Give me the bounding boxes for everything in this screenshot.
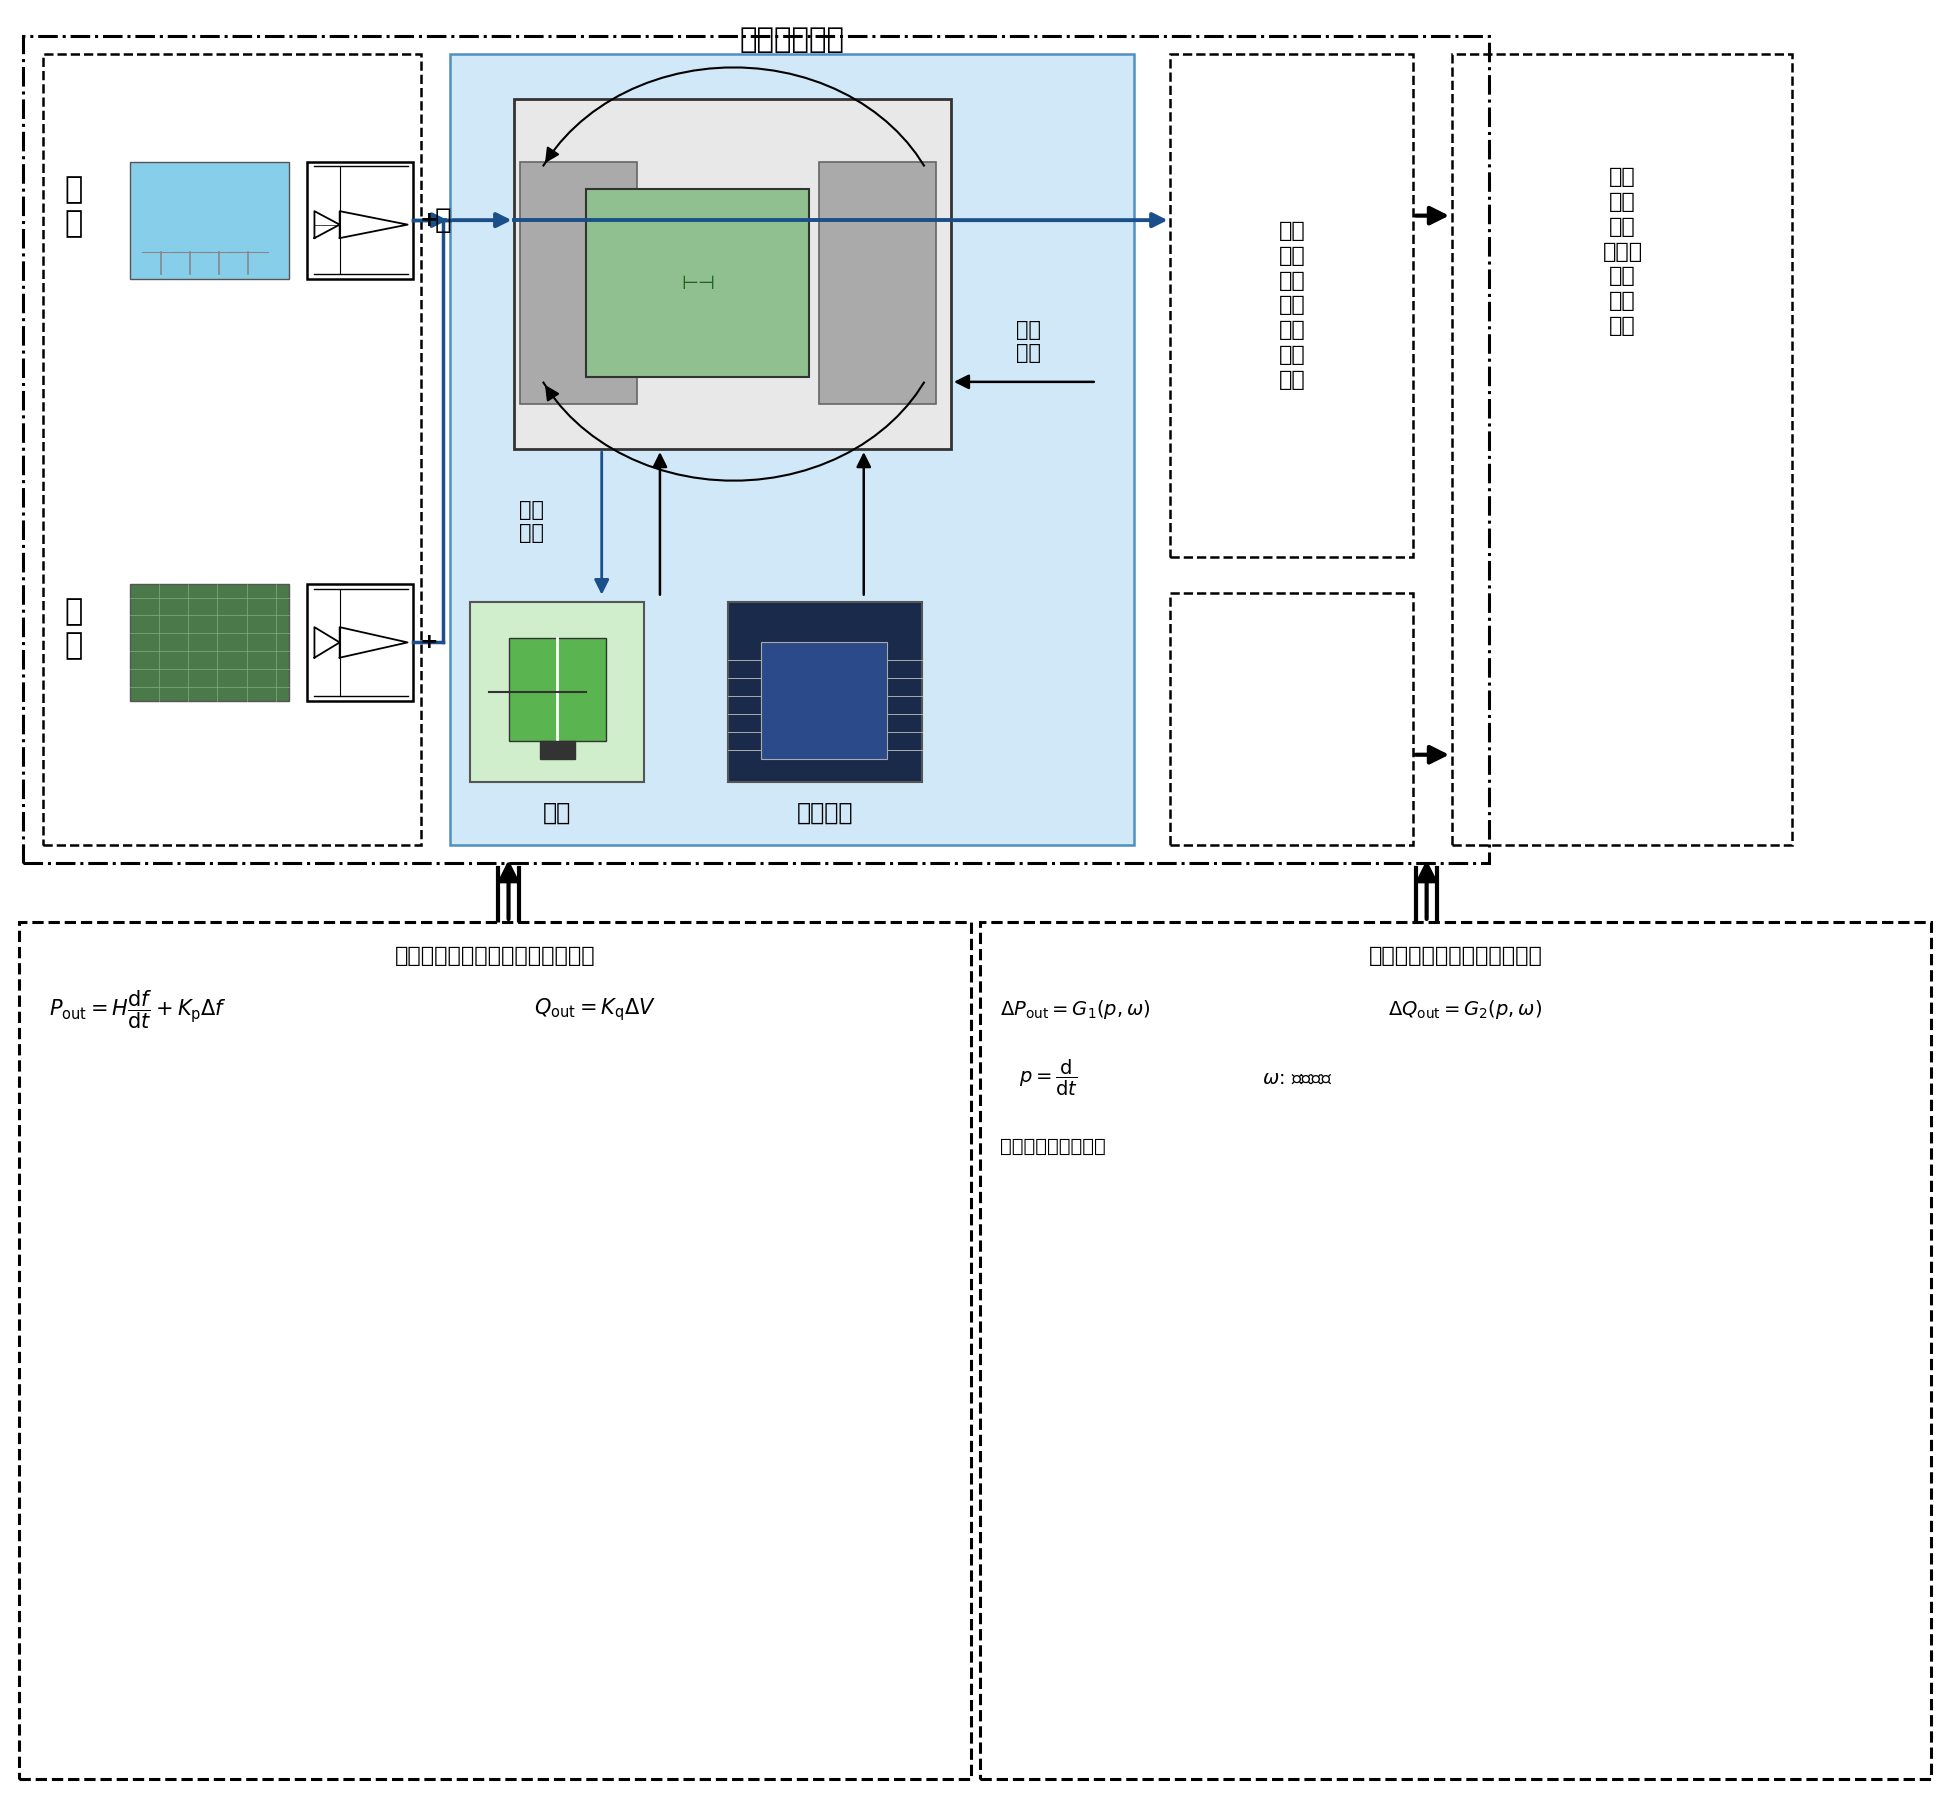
- Text: 电力
电子
装置
输出
动态
灵活
调节: 电力 电子 装置 输出 动态 灵活 调节: [1279, 221, 1306, 390]
- Text: 风
机: 风 机: [64, 176, 83, 237]
- Text: 控制算法: 控制算法: [796, 801, 854, 825]
- Text: 光
伏: 光 伏: [64, 598, 83, 659]
- Bar: [728, 602, 922, 782]
- Text: $f_{\mathrm{nadir}}$: $f_{\mathrm{nadir}}$: [493, 1427, 530, 1448]
- Bar: [130, 162, 289, 279]
- Text: 电网
信息: 电网 信息: [1017, 320, 1040, 363]
- Text: 储能: 储能: [543, 801, 571, 825]
- Text: $\dfrac{\mathrm{d}f}{\mathrm{d}t}$: $\dfrac{\mathrm{d}f}{\mathrm{d}t}$: [338, 1299, 357, 1337]
- Text: $\Delta f$: $\Delta f$: [530, 1299, 553, 1317]
- Text: 主动阻尼控制未投入: 主动阻尼控制未投入: [1000, 1138, 1104, 1155]
- Text: 惯性
响应: 惯性 响应: [221, 1693, 241, 1725]
- Text: $Q_{\rm out}=K_{\rm q}\Delta V$: $Q_{\rm out}=K_{\rm q}\Delta V$: [534, 997, 656, 1022]
- Text: 输出附加阻尼功率，抑制振荡: 输出附加阻尼功率，抑制振荡: [1368, 945, 1543, 967]
- X-axis label: $t$/s: $t$/s: [522, 1759, 547, 1781]
- Bar: [520, 162, 637, 404]
- Y-axis label: 振荡幅值(pu): 振荡幅值(pu): [1089, 1427, 1108, 1500]
- Bar: [819, 162, 936, 404]
- Text: +: +: [419, 633, 439, 652]
- Text: 发电机组跳闸或突增大功率负荷等: 发电机组跳闸或突增大功率负荷等: [163, 1111, 338, 1235]
- Bar: [509, 638, 606, 740]
- Text: $p=\dfrac{{\rm d}}{{\rm d}t}$: $p=\dfrac{{\rm d}}{{\rm d}t}$: [1019, 1058, 1077, 1098]
- Text: $P_{\rm out}=H\dfrac{{\rm d}f}{{\rm d}t}+K_{\rm p}\Delta f$: $P_{\rm out}=H\dfrac{{\rm d}f}{{\rm d}t}…: [49, 988, 227, 1031]
- Text: $\omega$: 振荡频率: $\omega$: 振荡频率: [1262, 1069, 1332, 1087]
- X-axis label: $t$/s: $t$/s: [1485, 1754, 1512, 1774]
- Bar: [1170, 54, 1413, 557]
- Text: $\Delta P_{\rm out}=G_1(p,\omega)$: $\Delta P_{\rm out}=G_1(p,\omega)$: [1000, 999, 1151, 1021]
- Bar: [307, 162, 413, 279]
- Bar: [540, 740, 575, 758]
- Bar: [1170, 593, 1413, 845]
- Y-axis label: 系统频率/Hz: 系统频率/Hz: [83, 1373, 101, 1447]
- Text: 源: 源: [435, 207, 450, 234]
- Text: 二次
调频: 二次 调频: [782, 1572, 802, 1605]
- Text: 一次调频: 一次调频: [495, 1693, 534, 1711]
- Bar: [450, 54, 1134, 845]
- Text: $\Delta Q_{\rm out}=G_2(p,\omega)$: $\Delta Q_{\rm out}=G_2(p,\omega)$: [1388, 999, 1541, 1021]
- Bar: [586, 189, 809, 377]
- Text: 系统
动态
特性
优化与
主动
支撑
控制: 系统 动态 特性 优化与 主动 支撑 控制: [1603, 167, 1642, 336]
- Bar: [1452, 54, 1792, 845]
- Bar: [514, 99, 951, 449]
- Text: 控制
信号: 控制 信号: [520, 500, 543, 543]
- Text: ⊢⊣: ⊢⊣: [681, 273, 716, 293]
- Text: 主动阻尼控制投入: 主动阻尼控制投入: [1539, 1281, 1661, 1459]
- Text: 电力电子装置: 电力电子装置: [740, 27, 844, 54]
- Text: +: +: [419, 210, 439, 230]
- Text: 输出调频调压功率，增强运行性能: 输出调频调压功率，增强运行性能: [394, 945, 596, 967]
- Bar: [43, 54, 421, 845]
- Bar: [130, 584, 289, 701]
- Bar: [470, 602, 644, 782]
- Bar: [307, 584, 413, 701]
- Bar: [761, 643, 887, 758]
